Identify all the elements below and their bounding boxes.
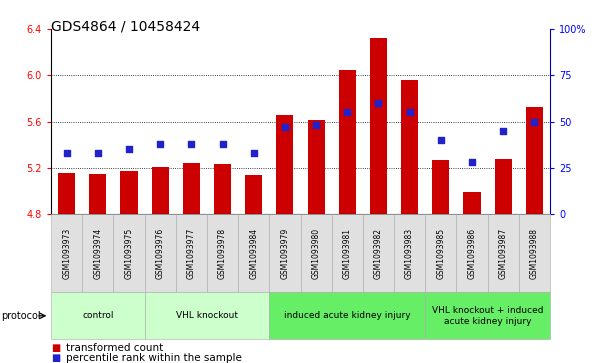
Text: induced acute kidney injury: induced acute kidney injury	[284, 311, 410, 320]
Text: GSM1093980: GSM1093980	[311, 228, 320, 279]
Point	[467, 159, 477, 165]
Point	[186, 141, 196, 147]
Bar	[463, 192, 481, 214]
Text: GSM1093975: GSM1093975	[124, 228, 133, 279]
Text: ■: ■	[51, 343, 60, 353]
Text: GSM1093978: GSM1093978	[218, 228, 227, 279]
Bar	[90, 174, 106, 214]
Text: transformed count: transformed count	[66, 343, 163, 353]
Bar	[308, 121, 325, 214]
Text: GSM1093974: GSM1093974	[93, 228, 102, 279]
Bar	[183, 163, 200, 214]
Text: GSM1093988: GSM1093988	[530, 228, 539, 279]
Point	[93, 150, 103, 156]
Text: GSM1093977: GSM1093977	[187, 228, 196, 279]
Text: GSM1093981: GSM1093981	[343, 228, 352, 279]
Bar	[432, 160, 450, 214]
Text: VHL knockout + induced
acute kidney injury: VHL knockout + induced acute kidney inju…	[432, 306, 543, 326]
Point	[436, 137, 445, 143]
Bar	[58, 172, 75, 214]
Text: GDS4864 / 10458424: GDS4864 / 10458424	[51, 20, 200, 34]
Bar	[214, 164, 231, 214]
Point	[62, 150, 72, 156]
Text: ■: ■	[51, 352, 60, 363]
Text: GSM1093984: GSM1093984	[249, 228, 258, 279]
Point	[311, 122, 321, 128]
Bar	[245, 175, 262, 214]
Point	[280, 124, 290, 130]
Text: GSM1093976: GSM1093976	[156, 228, 165, 279]
Text: GSM1093985: GSM1093985	[436, 228, 445, 279]
Point	[405, 110, 415, 115]
Text: percentile rank within the sample: percentile rank within the sample	[66, 352, 242, 363]
Point	[343, 110, 352, 115]
Bar	[526, 107, 543, 214]
Point	[498, 128, 508, 134]
Text: GSM1093973: GSM1093973	[62, 228, 71, 279]
Point	[529, 119, 539, 125]
Bar	[120, 171, 138, 214]
Text: GSM1093986: GSM1093986	[468, 228, 477, 279]
Text: GSM1093987: GSM1093987	[499, 228, 508, 279]
Bar	[151, 167, 169, 214]
Text: VHL knockout: VHL knockout	[176, 311, 238, 320]
Point	[218, 141, 227, 147]
Point	[249, 150, 258, 156]
Point	[156, 141, 165, 147]
Text: GSM1093982: GSM1093982	[374, 228, 383, 279]
Bar	[401, 80, 418, 214]
Bar	[339, 70, 356, 214]
Bar	[276, 115, 293, 214]
Bar	[495, 159, 511, 214]
Text: control: control	[82, 311, 114, 320]
Bar	[370, 38, 387, 214]
Text: GSM1093983: GSM1093983	[405, 228, 414, 279]
Text: GSM1093979: GSM1093979	[281, 228, 290, 279]
Text: protocol: protocol	[1, 311, 41, 321]
Point	[124, 146, 134, 152]
Point	[374, 100, 383, 106]
